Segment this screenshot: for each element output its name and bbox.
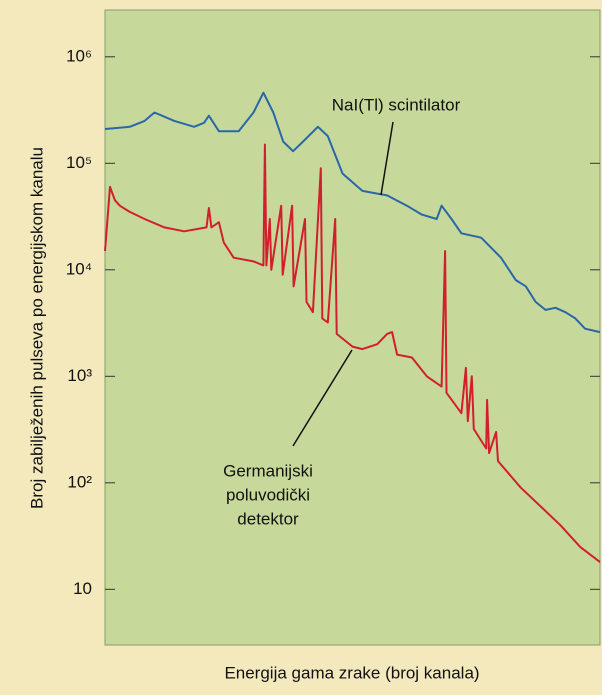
y-axis-label: Broj zabilježenih pulseva po energijskom… [27, 147, 46, 509]
y-tick-label: 10⁴ [66, 259, 92, 278]
annotation: detektor [237, 509, 299, 528]
y-tick-label: 10² [67, 472, 92, 491]
y-tick-label: 10³ [67, 366, 92, 385]
y-tick-label: 10⁵ [66, 153, 92, 172]
series-line [104, 143, 601, 563]
y-tick-label: 10 [73, 579, 92, 598]
plot-area [104, 9, 601, 646]
leader-line [380, 121, 394, 196]
x-axis-label: Energija gama zrake (broj kanala) [224, 663, 479, 682]
annotation: NaI(Tl) scintilator [332, 95, 461, 114]
leader-line [292, 349, 353, 447]
series-line [104, 91, 601, 334]
annotation: poluvodički [226, 485, 310, 504]
annotation: Germanijski [223, 461, 313, 480]
y-tick-label: 10⁶ [66, 46, 92, 65]
